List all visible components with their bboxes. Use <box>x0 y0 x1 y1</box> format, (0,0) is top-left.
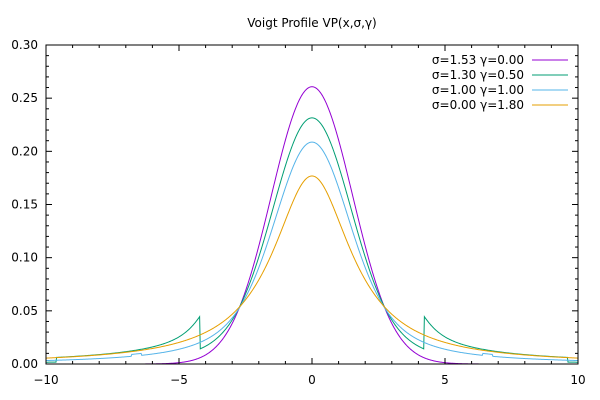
chart-title: Voigt Profile VP(x,σ,γ) <box>247 16 376 30</box>
y-tick-label: 0.25 <box>11 91 38 105</box>
legend-label-2: σ=1.30 γ=0.50 <box>432 68 524 82</box>
legend-label-3: σ=1.00 γ=1.00 <box>432 83 524 97</box>
y-tick-label: 0.10 <box>11 251 38 265</box>
axis-ticks: −10 −5 0 5 10 0.00 0.05 0.10 0.15 0.20 0.25 0.30 <box>11 38 585 387</box>
y-tick-label: 0.00 <box>11 357 38 371</box>
series-line-1 <box>46 86 578 364</box>
x-tick-label: 0 <box>308 373 316 387</box>
y-tick-label: 0.15 <box>11 198 38 212</box>
legend: σ=1.53 γ=0.00σ=1.30 γ=0.50σ=1.00 γ=1.00σ… <box>432 53 568 112</box>
y-tick-label: 0.05 <box>11 304 38 318</box>
series-line-2 <box>46 117 578 363</box>
plot-curves <box>46 86 578 364</box>
x-tick-label: 10 <box>570 373 585 387</box>
x-tick-label: −10 <box>33 373 58 387</box>
legend-label-4: σ=0.00 γ=1.80 <box>432 98 524 112</box>
x-tick-label: 5 <box>441 373 449 387</box>
series-line-4 <box>46 175 578 359</box>
series-line-3 <box>46 141 578 362</box>
y-tick-label: 0.30 <box>11 38 38 52</box>
x-tick-label: −5 <box>170 373 188 387</box>
y-tick-label: 0.20 <box>11 144 38 158</box>
legend-label-1: σ=1.53 γ=0.00 <box>432 53 524 67</box>
